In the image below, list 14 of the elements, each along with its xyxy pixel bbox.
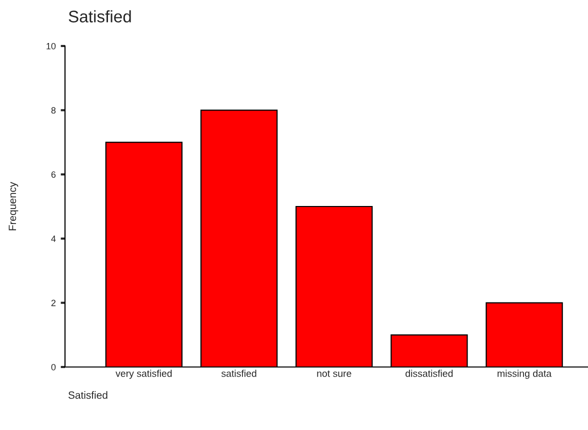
y-tick-label: 4: [51, 236, 56, 242]
x-tick-label: dissatisfied: [406, 370, 453, 377]
chart-title: Satisfied: [68, 10, 131, 22]
y-tick-label: 2: [51, 300, 56, 306]
x-tick-label: missing data: [498, 370, 552, 379]
x-tick-label: very satisfied: [116, 370, 172, 379]
y-tick-label: 8: [51, 107, 56, 114]
x-tick-label: not sure: [317, 370, 352, 377]
y-tick-label: 0: [51, 364, 56, 370]
y-axis-title: Frequency: [8, 182, 18, 230]
x-tick-label: satisfied: [221, 370, 256, 377]
x-axis-title: Satisfied: [68, 391, 108, 399]
y-tick-label: 6: [51, 171, 56, 178]
y-tick-label: 10: [46, 42, 56, 50]
